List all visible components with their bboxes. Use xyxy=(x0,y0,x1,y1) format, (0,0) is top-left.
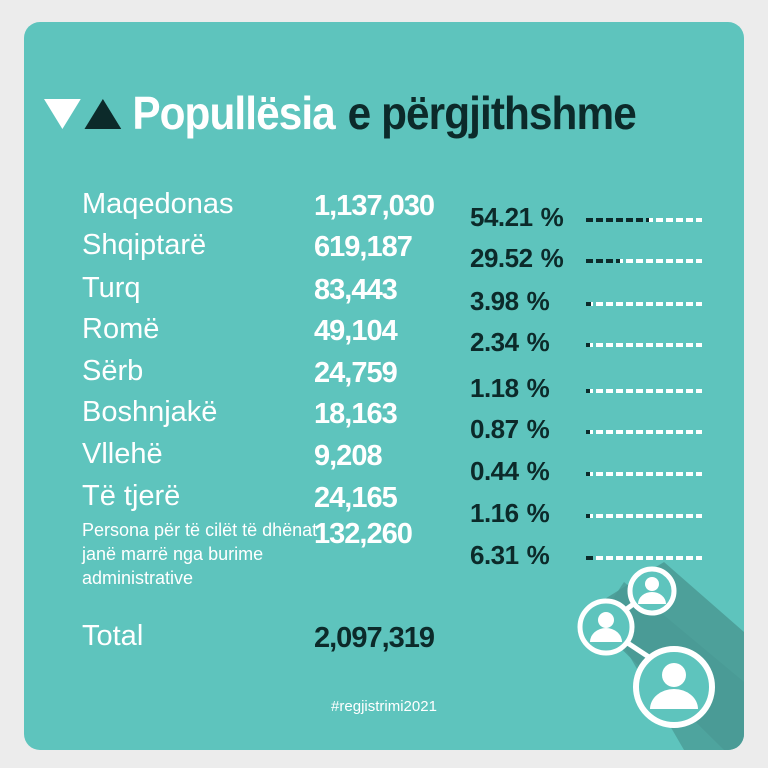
row-percent: 29.52% xyxy=(470,243,600,274)
row-value: 24,165 xyxy=(314,482,398,514)
row-percent: 54.21% xyxy=(470,202,600,233)
row-value: 83,443 xyxy=(314,274,398,306)
percent-symbol: % xyxy=(526,327,550,357)
row-percent-value: 0.87 xyxy=(470,414,519,444)
share-bar-fill xyxy=(586,556,593,560)
row-label: Të tjerë xyxy=(82,480,181,512)
row-value: 619,187 xyxy=(314,231,413,263)
share-bar-fill xyxy=(586,343,590,347)
share-bar xyxy=(586,302,702,306)
row-percent-value: 29.52 xyxy=(470,243,533,273)
row-percent: 6.31% xyxy=(470,540,600,571)
total-label: Total xyxy=(82,620,144,652)
row-label: Vllehë xyxy=(82,438,163,470)
hashtag: #regjistrimi2021 xyxy=(331,698,437,715)
row-value: 18,163 xyxy=(314,398,398,430)
title-part-2: e përgjithshme xyxy=(347,87,637,139)
row-value: 1,137,030 xyxy=(314,190,435,222)
row-percent: 0.44% xyxy=(470,456,600,487)
share-bar xyxy=(586,556,702,560)
share-bar xyxy=(586,514,702,518)
percent-symbol: % xyxy=(526,414,550,444)
row-label: Turq xyxy=(82,272,141,304)
percent-symbol: % xyxy=(526,540,550,570)
share-bar xyxy=(586,259,702,263)
share-bar-fill xyxy=(586,430,590,434)
row-label: Sërb xyxy=(82,355,144,387)
row-label: Boshnjakë xyxy=(82,396,218,428)
percent-symbol: % xyxy=(526,286,550,316)
row-percent-value: 6.31 xyxy=(470,540,519,570)
share-bar-fill xyxy=(586,472,590,476)
title-part-1: Popullësia xyxy=(132,87,335,139)
share-bar xyxy=(586,343,702,347)
share-bar-fill xyxy=(586,218,649,222)
row-value: 49,104 xyxy=(314,315,398,347)
share-bar xyxy=(586,389,702,393)
row-percent-value: 0.44 xyxy=(470,456,519,486)
row-value: 132,260 xyxy=(314,518,413,550)
triangle-up-icon xyxy=(84,99,122,129)
share-bar xyxy=(586,218,702,222)
share-bar-fill xyxy=(586,302,591,306)
percent-symbol: % xyxy=(526,373,550,403)
row-percent: 3.98% xyxy=(470,286,600,317)
total-value: 2,097,319 xyxy=(314,622,435,654)
people-network-icon xyxy=(577,562,744,750)
row-value: 9,208 xyxy=(314,440,383,472)
row-percent-value: 2.34 xyxy=(470,327,519,357)
row-label: Romë xyxy=(82,313,160,345)
share-bar-fill xyxy=(586,389,590,393)
row-percent: 0.87% xyxy=(470,414,600,445)
row-value: 24,759 xyxy=(314,357,398,389)
row-percent: 2.34% xyxy=(470,327,600,358)
page-title: Popullësia e përgjithshme xyxy=(44,78,637,148)
percent-symbol: % xyxy=(540,202,564,232)
share-bar xyxy=(586,472,702,476)
share-bar xyxy=(586,430,702,434)
row-percent: 1.18% xyxy=(470,373,600,404)
row-label: Persona për të cilët të dhënat janë marr… xyxy=(82,520,318,588)
row-percent-value: 1.18 xyxy=(470,373,519,403)
percent-symbol: % xyxy=(540,243,564,273)
share-bar-fill xyxy=(586,259,620,263)
row-percent-value: 3.98 xyxy=(470,286,519,316)
row-percent-value: 54.21 xyxy=(470,202,533,232)
row-percent: 1.16% xyxy=(470,498,600,529)
infographic-card: Popullësia e përgjithshme Maqedonas 1,137… xyxy=(24,22,744,750)
row-label: Shqiptarë xyxy=(82,229,207,261)
share-bar-fill xyxy=(586,514,590,518)
percent-symbol: % xyxy=(526,456,550,486)
row-percent-value: 1.16 xyxy=(470,498,519,528)
row-label: Maqedonas xyxy=(82,188,234,220)
percent-symbol: % xyxy=(526,498,550,528)
triangle-down-icon xyxy=(44,99,81,129)
